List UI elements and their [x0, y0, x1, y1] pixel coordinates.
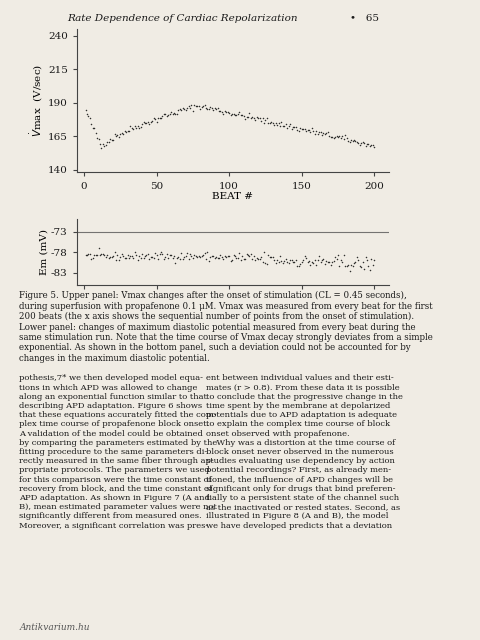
Y-axis label: Em (mV): Em (mV) — [39, 229, 48, 275]
Text: Antikvarium.hu: Antikvarium.hu — [19, 623, 90, 632]
Text: ent between individual values and their esti-
mates (r > 0.8). From these data i: ent between individual values and their … — [206, 374, 403, 530]
Text: Figure 5. Upper panel: V̇max changes after the onset of stimulation (CL = 0.45 s: Figure 5. Upper panel: V̇max changes aft… — [19, 291, 433, 363]
Text: pothesis,7* we then developed model equa-
tions in which APD was allowed to chan: pothesis,7* we then developed model equa… — [19, 374, 217, 530]
X-axis label: BEAT #: BEAT # — [212, 192, 253, 201]
Y-axis label: $\dot{V}$max  (V/sec): $\dot{V}$max (V/sec) — [29, 64, 45, 137]
Text: Rate Dependence of Cardiac Repolarization: Rate Dependence of Cardiac Repolarizatio… — [67, 14, 298, 23]
Text: •   65: • 65 — [350, 14, 379, 23]
